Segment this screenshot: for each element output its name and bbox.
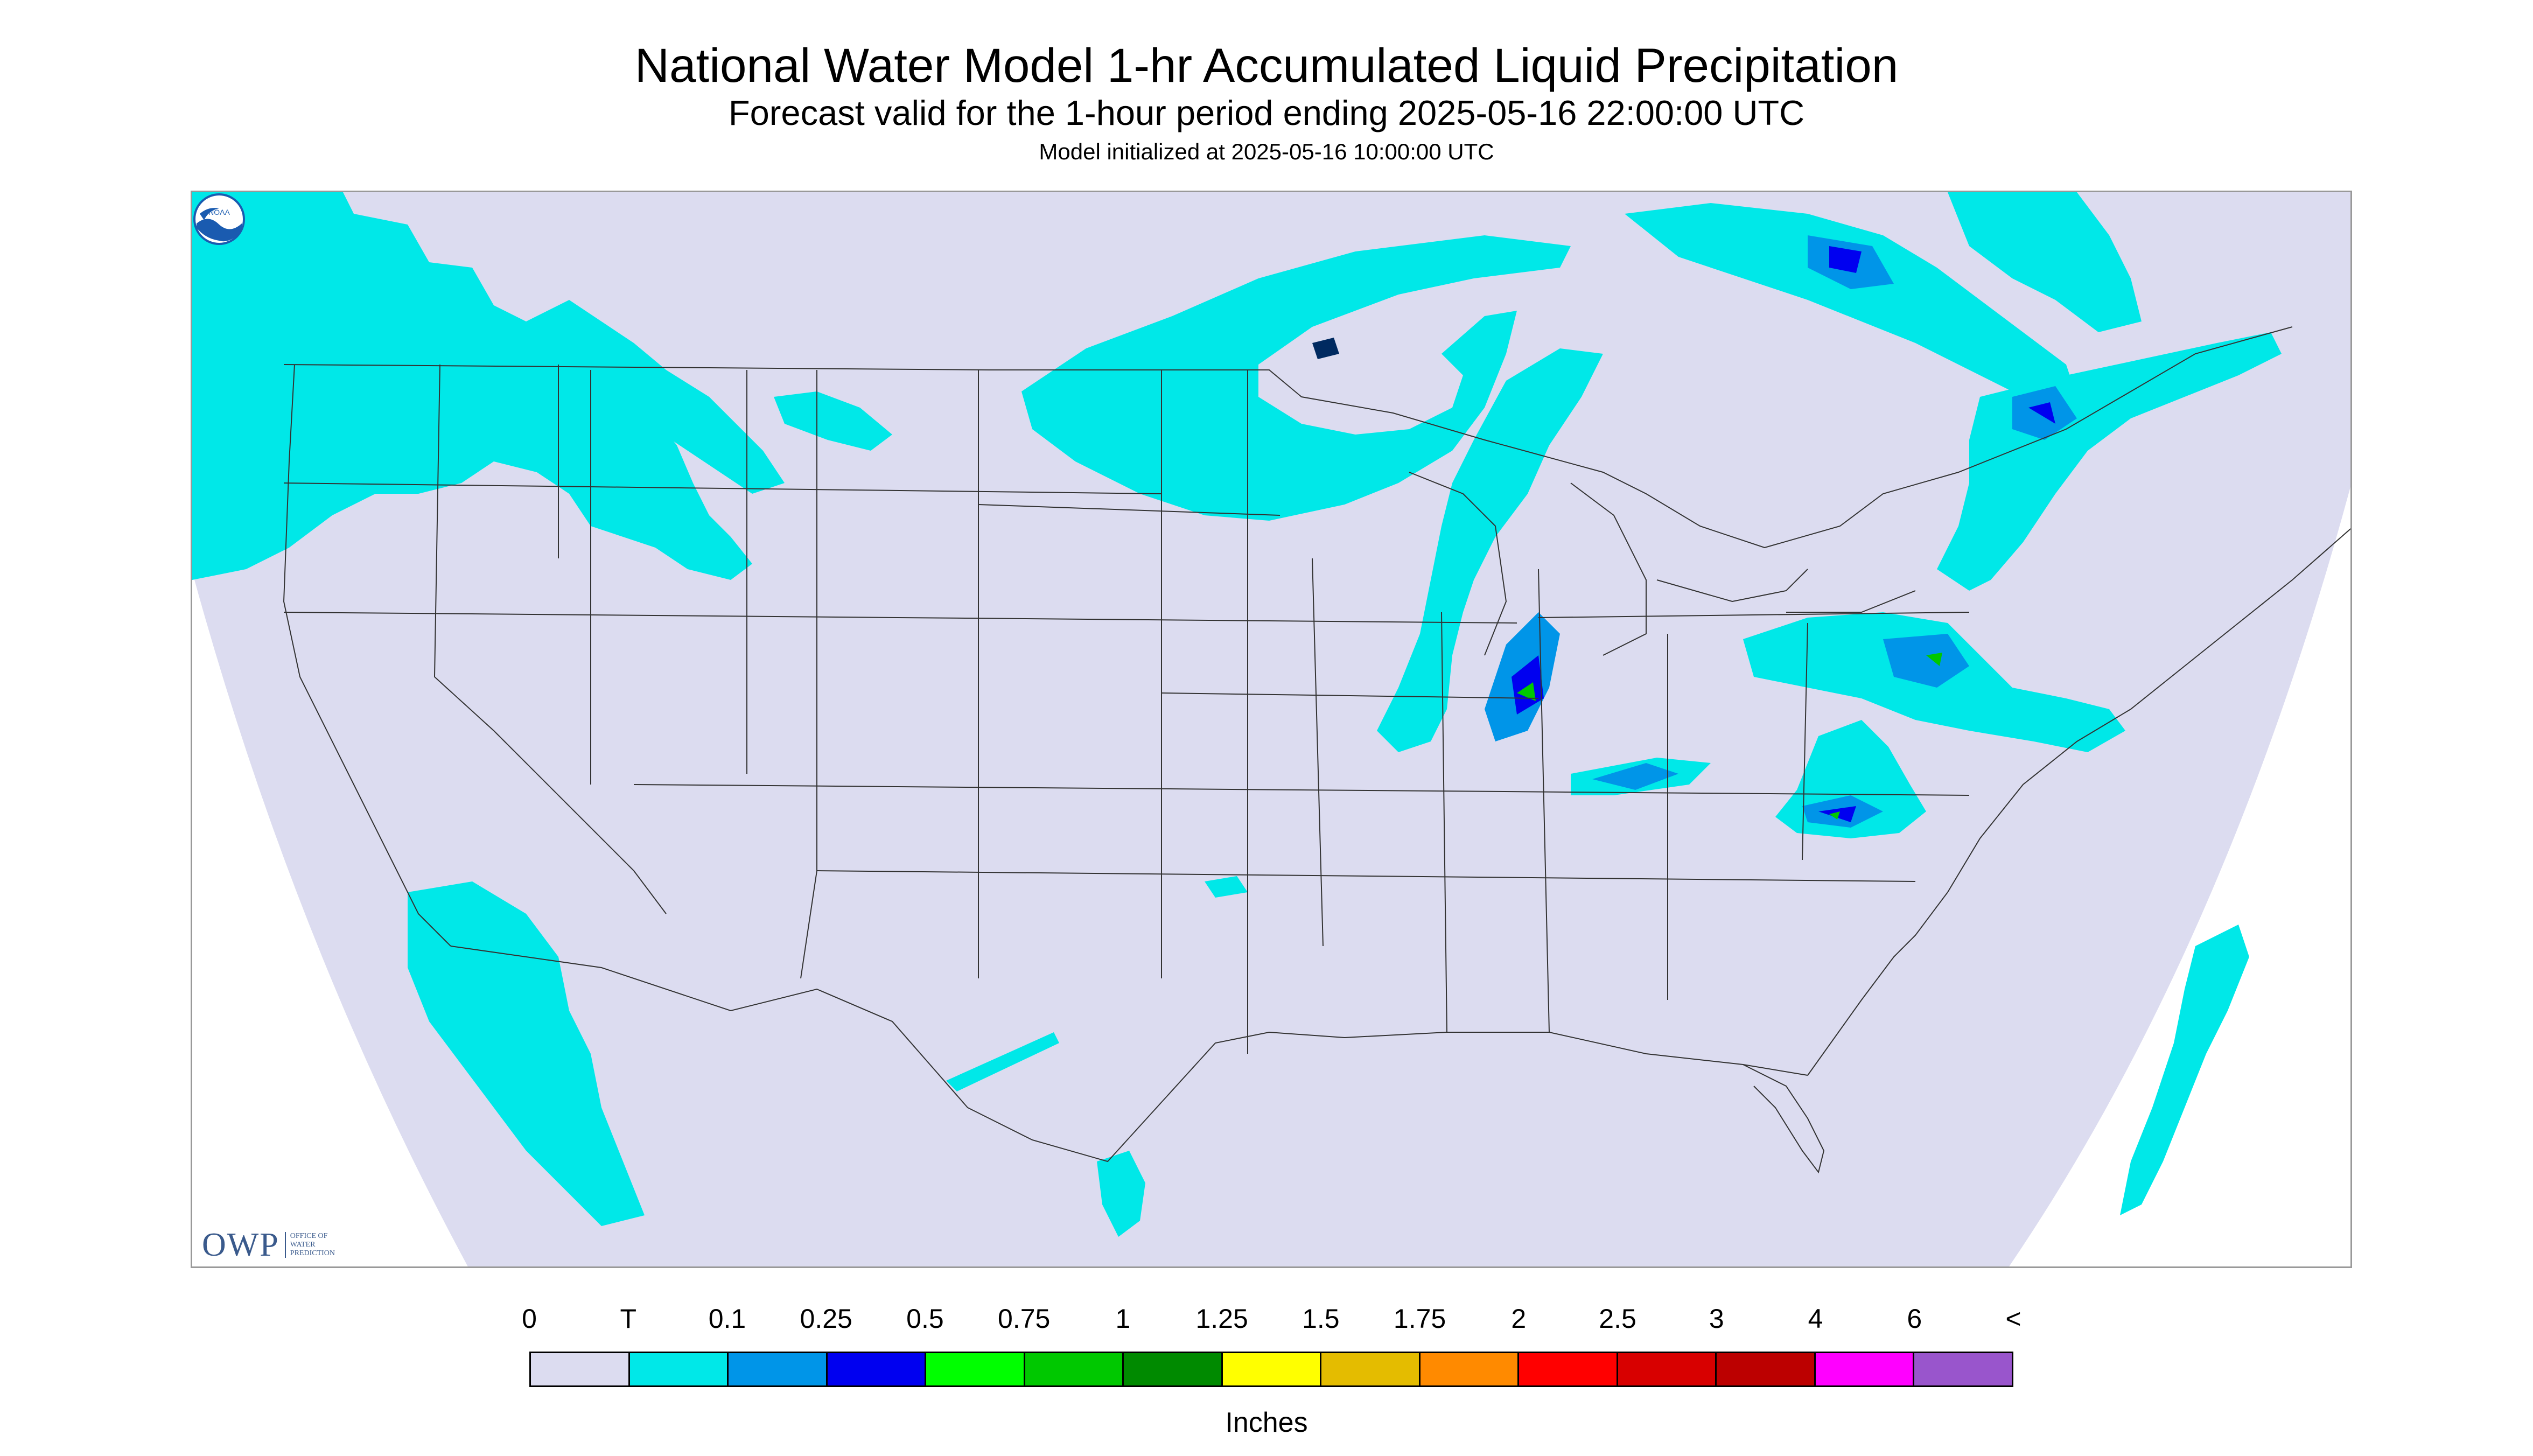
colorbar-tick-label: 0.1 [708, 1304, 746, 1334]
moderate-area-illinois [1512, 655, 1544, 715]
colorbar-cell [1815, 1353, 1915, 1385]
owp-sub-line-3: PREDICTION [290, 1249, 335, 1257]
colorbar-tick-label: 0.5 [906, 1304, 944, 1334]
moderate-area-quebec [1829, 246, 1862, 273]
heavy-area-virginia [1829, 811, 1840, 820]
colorbar-cell [1025, 1353, 1124, 1385]
colorbar-tick-label: 1.25 [1195, 1304, 1248, 1334]
light-area-indiana [1592, 763, 1678, 790]
heavy-area-illinois [1517, 682, 1536, 701]
line-lon-10 [1441, 612, 1447, 1033]
colorbar-cell [1222, 1353, 1322, 1385]
state-borders [283, 326, 2350, 1174]
precipitation-map: OWP OFFICE OF WATER PREDICTION NOAA [191, 191, 2352, 1268]
colorbar-tick-label: 0.75 [997, 1304, 1051, 1334]
line-lon-11 [1538, 569, 1550, 1033]
owp-logo-block: OWP OFFICE OF WATER PREDICTION [202, 1226, 335, 1264]
colorbar-tick-label: 2.5 [1599, 1304, 1636, 1334]
moderate-area-minnesota [1312, 338, 1339, 359]
colorbar-cell [926, 1353, 1025, 1385]
colorbar-cell [729, 1353, 828, 1385]
us-west-coast [283, 364, 451, 947]
precip-area-oklahoma [1205, 876, 1248, 898]
colorbar-units-label: Inches [1225, 1407, 1308, 1438]
precip-area-quebec [1948, 192, 2142, 332]
line-lat-7 [1538, 612, 1970, 618]
line-lat-1 [283, 482, 1162, 494]
colorbar-tick-label: 1 [1115, 1304, 1131, 1334]
owp-logo-text: OWP [202, 1226, 279, 1263]
line-lat-2 [283, 612, 1517, 624]
colorbar-cell [1717, 1353, 1816, 1385]
precip-area-mexico [1097, 1151, 1145, 1237]
us-mexico-border [450, 946, 1808, 1163]
line-lon-13 [1802, 622, 1808, 860]
colorbar-tick-label: 4 [1808, 1304, 1823, 1334]
us-canada-border [283, 326, 2293, 549]
colorbar-cell [629, 1353, 729, 1385]
forecast-valid-subtitle: Forecast valid for the 1-hour period end… [728, 93, 1805, 132]
moderate-area-new-york [2028, 402, 2055, 424]
precip-area-california-offshore [408, 881, 645, 1226]
colorbar-cell [1321, 1353, 1421, 1385]
line-lat-4 [816, 870, 1916, 882]
us-east-coast [1807, 528, 2350, 1076]
colorbar-cell [1420, 1353, 1520, 1385]
precip-area-pacific-nw [192, 192, 752, 580]
line-lon-1 [433, 364, 667, 914]
colorbar-cell [1124, 1353, 1223, 1385]
precip-area-idaho [526, 300, 785, 494]
line-lat-6 [1161, 692, 1539, 699]
line-lat-3 [633, 784, 1970, 796]
heavy-area-pennsylvania [1926, 653, 1942, 666]
colorbar-tick-label: 1.75 [1393, 1304, 1446, 1334]
precip-area-upper-midwest [1021, 235, 1571, 521]
precip-area-wisconsin-michigan [1377, 348, 1603, 752]
light-area-pennsylvania [1883, 634, 1969, 688]
noaa-logo-text: NOAA [208, 208, 230, 216]
colorbar-tick-label: T [620, 1304, 636, 1334]
colorbar-tick-labels: 0 T 0.1 0.25 0.5 0.75 1 1.25 1.5 1.75 2 2.5 3 4 6 < [0, 1303, 2533, 1335]
noaa-logo-icon: NOAA [193, 193, 245, 245]
line-lat-5 [978, 504, 1281, 516]
moderate-precip-layer [1312, 246, 2055, 822]
owp-sub-line-2: WATER [290, 1241, 316, 1249]
precip-area-canada-east [1625, 203, 2077, 408]
colorbar-cell [531, 1353, 630, 1385]
colorbar-tick-label: 1.5 [1302, 1304, 1340, 1334]
colorbar-tick-label: 3 [1709, 1304, 1724, 1334]
colorbar-tick-label: 0 [522, 1304, 537, 1334]
colorbar [529, 1352, 2013, 1387]
florida-outline [1743, 1064, 1825, 1174]
precip-area-montana-patch [774, 391, 892, 451]
precip-area-texas-streak [946, 1032, 1059, 1091]
colorbar-tick-label: 0.25 [800, 1304, 852, 1334]
colorbar-tick-label: 2 [1511, 1304, 1527, 1334]
owp-logo-subtext: OFFICE OF WATER PREDICTION [284, 1232, 335, 1258]
colorbar-cell [1618, 1353, 1717, 1385]
heavy-precip-layer [1517, 653, 1942, 820]
colorbar-cell [1519, 1353, 1618, 1385]
map-title: National Water Model 1-hr Accumulated Li… [634, 38, 1899, 92]
great-lakes-outline [1409, 472, 1916, 656]
owp-sub-line-1: OFFICE OF [290, 1232, 328, 1240]
colorbar-tick-label: < [2005, 1304, 2021, 1334]
colorbar-tick-label: 6 [1907, 1304, 1922, 1334]
model-init-line: Model initialized at 2025-05-16 10:00:00… [1039, 139, 1494, 164]
map-canvas [192, 192, 2350, 1266]
colorbar-cell [827, 1353, 927, 1385]
colorbar-cell [1914, 1353, 2012, 1385]
precip-area-atlantic-offshore [2120, 925, 2249, 1215]
line-lon-9 [1312, 558, 1324, 947]
